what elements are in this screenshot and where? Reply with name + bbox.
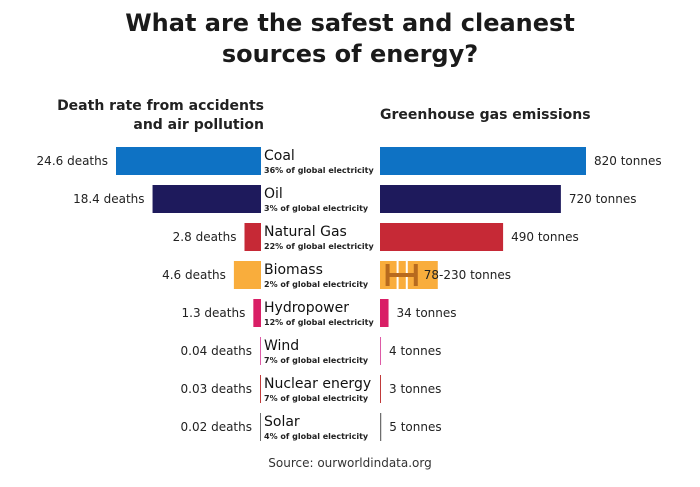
source-name-coal: Coal	[264, 148, 295, 164]
row-nuclear-energy: 0.03 deaths Nuclear energy 7% of global el…	[0, 375, 700, 411]
death-rate-header-line2: and air pollution	[133, 117, 264, 133]
row-hydropower: 1.3 deaths Hydropower 12% of global electr…	[0, 299, 700, 335]
emissions-label-coal: 820 tonnes	[594, 154, 662, 168]
death-bar-solar	[260, 413, 261, 441]
death-rate-header: Death rate from accidents and air pollut…	[57, 97, 264, 135]
emissions-bar-coal	[380, 147, 586, 175]
source-note: Source: ourworldindata.org	[268, 456, 432, 470]
death-label-natural-gas: 2.8 deaths	[172, 230, 237, 244]
emissions-bar-oil	[380, 185, 561, 213]
death-bar-coal	[116, 147, 261, 175]
death-label-oil: 18.4 deaths	[73, 192, 145, 206]
emissions-bar-nuclear-energy	[380, 375, 381, 403]
source-name-hydropower: Hydropower	[264, 300, 349, 316]
source-share-coal: 36% of global electricity	[264, 166, 374, 175]
emissions-label-natural-gas: 490 tonnes	[511, 230, 579, 244]
death-bar-nuclear-energy	[260, 375, 261, 403]
row-biomass: 4.6 deaths Biomass 2% of global electricit…	[0, 261, 700, 297]
source-share-oil: 3% of global electricity	[264, 204, 369, 213]
row-natural-gas: 2.8 deaths Natural Gas 22% of global elect…	[0, 223, 700, 259]
death-bar-oil	[152, 185, 261, 213]
source-name-natural-gas: Natural Gas	[264, 224, 347, 240]
death-bar-biomass	[233, 261, 261, 289]
emissions-bar-natural-gas	[380, 223, 504, 251]
row-coal: 24.6 deaths Coal 36% of global electricity…	[0, 147, 700, 183]
emissions-label-oil: 720 tonnes	[568, 192, 637, 206]
chart-title: What are the safest and cleanest sources…	[0, 8, 700, 70]
emissions-label-solar: 5 tonnes	[389, 420, 442, 434]
source-share-biomass: 2% of global electricity	[264, 280, 369, 289]
chart-title-line1: What are the safest and cleanest	[125, 9, 575, 37]
row-solar: 0.02 deaths Solar 4% of global electricity…	[0, 413, 700, 449]
emissions-label-wind: 4 tonnes	[389, 344, 442, 358]
source-share-natural-gas: 22% of global electricity	[264, 242, 374, 251]
source-name-biomass: Biomass	[264, 262, 323, 278]
source-name-nuclear-energy: Nuclear energy	[264, 376, 372, 392]
source-share-wind: 7% of global electricity	[264, 356, 369, 365]
source-name-wind: Wind	[264, 338, 300, 354]
death-label-nuclear-energy: 0.03 deaths	[180, 382, 252, 396]
emissions-bar-hydropower	[380, 299, 389, 327]
death-label-coal: 24.6 deaths	[36, 154, 108, 168]
source-share-solar: 4% of global electricity	[264, 432, 369, 441]
death-bar-natural-gas	[244, 223, 261, 251]
row-oil: 18.4 deaths Oil 3% of global electricity 72…	[0, 185, 700, 221]
emissions-bar-wind	[380, 337, 382, 365]
source-name-oil: Oil	[264, 186, 283, 202]
emissions-range-biomass	[377, 261, 418, 289]
emissions-label-biomass: 78-230 tonnes	[423, 268, 511, 282]
row-wind: 0.04 deaths Wind 7% of global electricity 4…	[0, 337, 700, 373]
death-label-biomass: 4.6 deaths	[162, 268, 226, 282]
emissions-label-nuclear-energy: 3 tonnes	[389, 382, 442, 396]
source-name-solar: Solar	[264, 414, 300, 430]
death-bar-wind	[260, 337, 261, 365]
death-rate-header-line1: Death rate from accidents	[57, 98, 264, 114]
death-label-solar: 0.02 deaths	[180, 420, 252, 434]
emissions-header: Greenhouse gas emissions	[380, 107, 591, 123]
death-bar-hydropower	[253, 299, 261, 327]
death-label-wind: 0.04 deaths	[180, 344, 252, 358]
emissions-label-hydropower: 34 tonnes	[396, 306, 457, 320]
death-label-hydropower: 1.3 deaths	[181, 306, 246, 320]
source-share-nuclear-energy: 7% of global electricity	[264, 394, 369, 403]
emissions-bar-solar	[380, 413, 382, 441]
source-share-hydropower: 12% of global electricity	[264, 318, 374, 327]
chart-title-line2: sources of energy?	[221, 40, 479, 68]
